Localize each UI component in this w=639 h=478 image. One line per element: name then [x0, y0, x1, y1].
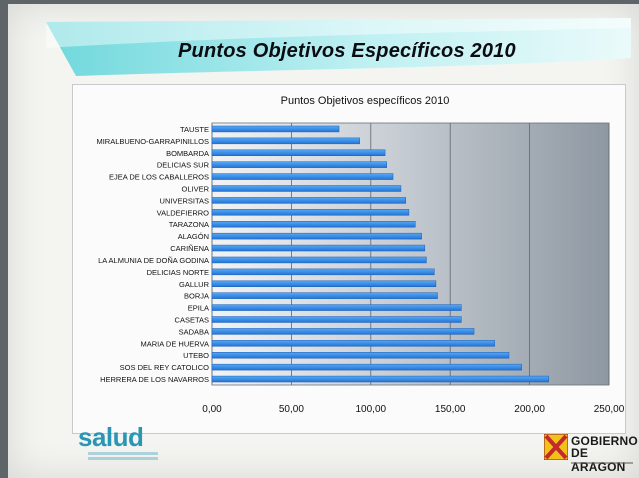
bar — [211, 137, 360, 145]
category-label: DELICIAS SUR — [157, 161, 210, 170]
bar — [211, 268, 435, 276]
category-label: HERRERA DE LOS NAVARROS — [100, 375, 209, 384]
x-tick-label: 50,00 — [279, 404, 304, 415]
chart-frame: Puntos Objetivos específicos 2010 TAUSTE… — [72, 84, 626, 434]
category-label: TAUSTE — [180, 125, 209, 134]
bar — [211, 280, 437, 288]
bar — [211, 232, 422, 240]
category-label: EPILA — [188, 304, 209, 313]
bar — [211, 244, 426, 252]
bar — [211, 221, 416, 228]
bar — [211, 173, 394, 180]
slide-title: Puntos Objetivos Específicos 2010 — [178, 40, 516, 62]
bar — [211, 292, 438, 299]
category-label: VALDEFIERRO — [157, 208, 210, 217]
bar — [211, 304, 462, 311]
bar — [211, 161, 387, 168]
category-label: MARIA DE HUERVA — [141, 339, 210, 348]
plot-border — [211, 122, 610, 386]
category-label: UTEBO — [183, 351, 209, 360]
category-label: DELICIAS NORTE — [147, 268, 209, 277]
category-label: GALLUR — [179, 280, 210, 289]
bar — [211, 209, 410, 216]
x-tick-label: 200,00 — [514, 404, 545, 415]
category-label: TARAZONA — [169, 220, 209, 229]
bar — [211, 328, 475, 335]
category-label: MIRALBUENO-GARRAPINILLOS — [96, 137, 209, 146]
bar — [211, 340, 495, 347]
chart-title: Puntos Objetivos específicos 2010 — [281, 95, 450, 107]
bar — [211, 352, 510, 359]
category-label: BORJA — [184, 292, 209, 301]
bar — [211, 125, 340, 133]
gov-logo-line1: GOBIERNO — [571, 434, 638, 448]
category-label: BOMBARDA — [166, 149, 209, 158]
category-label: SOS DEL REY CATOLICO — [120, 363, 209, 372]
category-label: OLIVER — [181, 185, 209, 194]
bar-chart: Puntos Objetivos específicos 2010 TAUSTE… — [96, 95, 625, 415]
bar — [211, 185, 402, 192]
category-label: CASETAS — [175, 316, 209, 325]
salud-logo: salud — [78, 422, 144, 452]
category-label: SADABA — [179, 327, 209, 336]
bar — [211, 375, 549, 383]
bar — [211, 149, 386, 157]
x-tick-label: 250,00 — [594, 404, 625, 415]
gov-logo-subtext — [571, 460, 633, 465]
category-label: EJEA DE LOS CABALLEROS — [109, 173, 209, 182]
category-label: LA ALMUNIA DE DOÑA GODINA — [98, 256, 209, 265]
bar — [211, 256, 427, 264]
title-banner — [46, 18, 631, 76]
category-label: CARIÑENA — [170, 244, 209, 253]
bar — [211, 363, 522, 371]
bar — [211, 316, 462, 323]
x-tick-label: 0,00 — [202, 404, 222, 415]
category-label: ALAGÓN — [178, 232, 209, 241]
x-tick-label: 150,00 — [435, 404, 466, 415]
salud-logo-subtext — [88, 452, 158, 460]
category-label: UNIVERSITAS — [160, 196, 209, 205]
x-tick-label: 100,00 — [356, 404, 387, 415]
bar — [211, 197, 406, 204]
aragon-crest-icon — [544, 434, 568, 460]
